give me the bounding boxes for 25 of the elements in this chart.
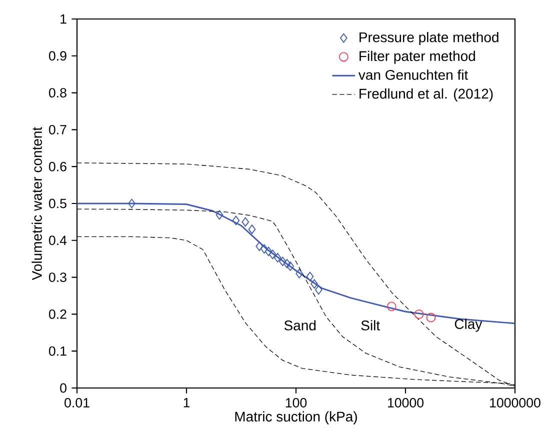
y-tick-label: 0.9 — [48, 51, 66, 61]
legend-label: Fredlund et al. (2012) — [360, 88, 493, 102]
y-tick-label: 0.8 — [48, 88, 66, 98]
x-tick-label: 100 — [286, 398, 307, 408]
y-tick-label: 0.3 — [48, 272, 66, 282]
legend-label: Filter pater method — [360, 50, 476, 64]
y-tick-label: 0.4 — [48, 236, 67, 246]
legend-label: van Genuchten fit — [358, 70, 468, 80]
y-tick-label: 0.1 — [48, 346, 66, 356]
y-tick-label: 0.7 — [48, 124, 66, 134]
y-tick-label: 0 — [60, 383, 66, 393]
annotation: Sand — [284, 320, 316, 330]
y-tick-label: 0.6 — [48, 162, 66, 172]
y-tick-label: 0.2 — [48, 309, 66, 319]
legend-label: Pressure plate method — [360, 32, 498, 46]
y-axis-title: Volumetric water content — [32, 126, 42, 280]
x-tick-label: 1000000 — [490, 398, 540, 408]
x-tick-label: 10000 — [388, 398, 424, 408]
annotation: Silt — [361, 320, 380, 330]
y-tick-label: 1 — [60, 14, 66, 24]
x-axis-title: Matric suction (kPa) — [235, 411, 357, 424]
x-tick-label: 1 — [184, 398, 190, 408]
annotation: Clay — [454, 318, 482, 332]
y-tick-label: 0.5 — [48, 198, 66, 208]
x-tick-label: 0.01 — [64, 398, 90, 408]
